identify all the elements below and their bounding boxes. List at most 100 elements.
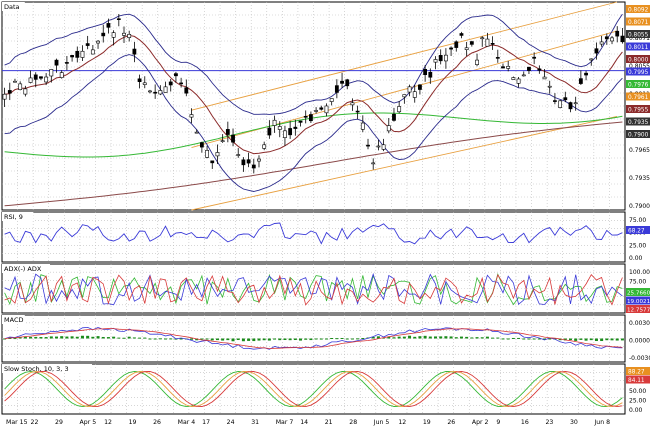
x-tick-label: Apr 5 bbox=[80, 419, 97, 426]
candle-body bbox=[267, 127, 272, 136]
macd-histogram-bar bbox=[138, 337, 142, 339]
stoch-value-label: 84.11 bbox=[628, 378, 645, 384]
macd-histogram-bar bbox=[361, 337, 365, 339]
macd-histogram-bar bbox=[574, 338, 578, 341]
x-tick-label: 26 bbox=[153, 419, 161, 426]
candle-body bbox=[547, 85, 552, 88]
macd-histogram-bar bbox=[589, 338, 593, 341]
x-tick-label: 30 bbox=[570, 419, 578, 426]
macd-histogram-bar bbox=[91, 336, 95, 339]
macd-histogram-bar bbox=[517, 337, 521, 339]
macd-histogram-bar bbox=[106, 337, 110, 339]
candle-body bbox=[423, 68, 428, 76]
candle-body bbox=[262, 144, 267, 149]
y-tick-label: 0.7900 bbox=[629, 203, 650, 210]
stoch-value-label: 88.27 bbox=[628, 370, 645, 376]
candle-body bbox=[64, 62, 69, 64]
candle-body bbox=[360, 122, 365, 130]
price-value-label: 0.7976 bbox=[628, 83, 649, 89]
macd-histogram-bar bbox=[475, 337, 479, 339]
macd-histogram-bar bbox=[101, 336, 105, 339]
y-tick-label: 0.8055 bbox=[629, 63, 650, 70]
macd-histogram-bar bbox=[620, 338, 624, 341]
price-value-tag bbox=[626, 117, 650, 126]
y-tick-label: 0.0030 bbox=[629, 320, 650, 327]
y-tick-label: 50.00 bbox=[629, 388, 646, 395]
candle-body bbox=[324, 105, 329, 114]
candle-body bbox=[573, 102, 578, 105]
adx-line-blue bbox=[4, 272, 623, 306]
candle-body bbox=[449, 47, 453, 50]
macd-histogram-bar bbox=[434, 336, 438, 339]
macd-histogram-bar bbox=[584, 338, 588, 341]
rsi-value-label: 68.27 bbox=[628, 229, 645, 235]
panel-title: MACD bbox=[4, 316, 23, 324]
macd-histogram-bar bbox=[444, 336, 448, 339]
candle-body bbox=[90, 49, 95, 55]
price-value-label: 0.8055 bbox=[628, 33, 649, 39]
candle-body bbox=[127, 33, 132, 38]
candle-body bbox=[122, 32, 126, 36]
candle-body bbox=[251, 164, 256, 169]
macd-histogram-bar bbox=[480, 337, 484, 339]
panel-title-bg bbox=[2, 212, 34, 221]
macd-histogram-bar bbox=[153, 338, 157, 340]
macd-histogram-bar bbox=[60, 336, 64, 339]
candle-body bbox=[610, 37, 614, 42]
candle-body bbox=[433, 59, 438, 63]
price-value-label: 0.7955 bbox=[628, 108, 649, 114]
x-tick-label: 14 bbox=[300, 419, 308, 426]
candle-body bbox=[412, 91, 417, 98]
macd-histogram-bar bbox=[491, 337, 495, 339]
candle-body bbox=[309, 114, 313, 122]
price-value-tag bbox=[626, 130, 650, 138]
candle-body bbox=[376, 145, 381, 148]
macd-histogram-bar bbox=[563, 338, 567, 341]
macd-histogram-bar bbox=[23, 336, 27, 339]
macd-histogram-bar bbox=[376, 336, 380, 339]
candle-body bbox=[189, 114, 194, 118]
x-tick-label: 12 bbox=[104, 419, 112, 426]
bollinger-upper bbox=[4, 13, 623, 115]
stoch-line-1 bbox=[4, 370, 623, 408]
macd-histogram-bar bbox=[319, 338, 323, 340]
price-value-label: 0.7961 bbox=[628, 95, 649, 101]
macd-histogram-bar bbox=[527, 338, 531, 340]
candle-body bbox=[475, 59, 479, 65]
adx-value-label: 19.0021 bbox=[627, 299, 650, 305]
x-tick-label: 22 bbox=[31, 419, 39, 426]
macd-histogram-bar bbox=[356, 338, 360, 340]
candle-body bbox=[33, 74, 38, 80]
candle-body bbox=[220, 140, 225, 142]
macd-histogram-bar bbox=[257, 338, 261, 341]
macd-histogram-bar bbox=[231, 338, 235, 342]
candle-body bbox=[132, 48, 137, 55]
macd-histogram-bar bbox=[496, 337, 500, 339]
adx-value-tag bbox=[626, 288, 650, 296]
macd-histogram-bar bbox=[615, 338, 619, 341]
macd-line bbox=[4, 326, 623, 350]
panel-title-bg bbox=[2, 315, 25, 324]
candle-body bbox=[578, 78, 583, 84]
candle-body bbox=[490, 43, 495, 45]
candle-body bbox=[521, 74, 526, 77]
x-tick-label: 21 bbox=[325, 419, 333, 426]
macd-histogram-bar bbox=[143, 337, 147, 339]
candle-body bbox=[386, 125, 391, 132]
macd-histogram-bar bbox=[148, 338, 152, 340]
x-tick-label: 12 bbox=[398, 419, 406, 426]
macd-histogram-bar bbox=[86, 335, 90, 339]
macd-histogram-bar bbox=[423, 335, 427, 339]
macd-histogram-bar bbox=[345, 338, 349, 340]
candle-body bbox=[158, 90, 163, 95]
panel-title: ADX(-) ADX bbox=[4, 265, 42, 273]
macd-histogram-bar bbox=[522, 338, 526, 340]
candle-body bbox=[371, 162, 376, 165]
x-tick-label: 24 bbox=[227, 419, 235, 426]
candle-body bbox=[106, 23, 111, 28]
macd-histogram-bar bbox=[278, 338, 282, 341]
candle-body bbox=[319, 107, 324, 110]
x-tick-label: 19 bbox=[129, 419, 137, 426]
